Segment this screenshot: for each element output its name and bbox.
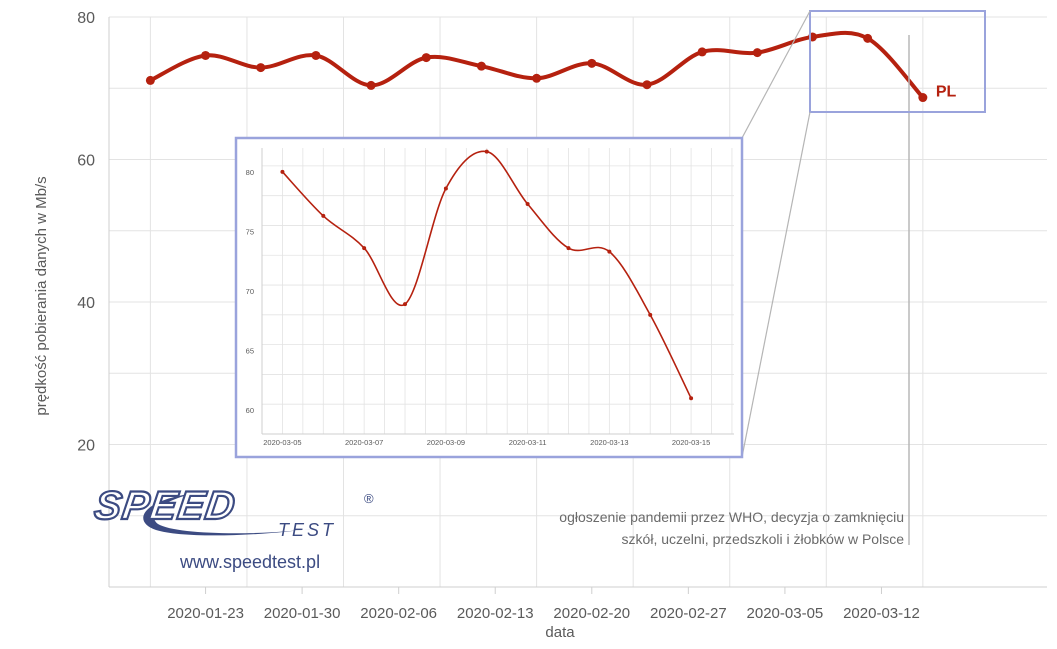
inset-data-point (403, 302, 408, 307)
data-point (697, 47, 707, 57)
inset-y-tick-label: 60 (246, 406, 254, 415)
zoom-region-frame (809, 10, 986, 113)
inset-x-tick-label: 2020-03-11 (509, 438, 547, 447)
inset-x-tick-label: 2020-03-13 (590, 438, 628, 447)
inset-y-tick-label: 75 (246, 227, 254, 236)
main-axes: 20 40 60 80 2020-01-23 2020-01-30 2020-02-06 20… (77, 10, 1047, 622)
inset-data-point (689, 396, 694, 401)
inset-y-tick-label: 80 (246, 168, 254, 177)
annotation-text-line2: szkół, uczelni, przedszkoli i żłobków w … (622, 531, 905, 547)
data-point (145, 75, 155, 85)
inset-grid (261, 148, 734, 435)
x-tick-label: 2020-01-23 (167, 605, 244, 622)
annotation-text-line1: ogłoszenie pandemii przez WHO, decyzja o… (559, 509, 904, 525)
x-tick-label: 2020-03-05 (747, 605, 824, 622)
x-tick-label: 2020-02-20 (553, 605, 630, 622)
data-point (201, 50, 211, 60)
logo-word-test: TEST (278, 520, 336, 540)
inset-x-tick-label: 2020-03-05 (263, 438, 301, 447)
series-label-pl: PL (936, 84, 957, 101)
inset-data-point (443, 186, 448, 191)
inset-data-point (566, 246, 571, 251)
x-tick-label: 2020-02-06 (360, 605, 437, 622)
y-tick-label: 20 (77, 438, 95, 455)
x-tick-label: 2020-01-30 (264, 605, 341, 622)
data-point (256, 63, 266, 73)
inset-data-point (362, 246, 367, 251)
y-axis-label: prędkość pobierania danych w Mb/s (33, 176, 50, 415)
data-point (863, 33, 873, 43)
main-series: PL (145, 30, 957, 103)
inset-x-tick-label: 2020-03-09 (427, 438, 465, 447)
data-point (421, 53, 431, 63)
data-point (532, 73, 542, 83)
inset-data-point (607, 249, 612, 254)
speedtest-logo: SPEED TEST ® www.speedtest.pl (91, 482, 374, 572)
x-axis-label: data (545, 624, 575, 641)
data-point (366, 80, 376, 90)
data-point (918, 93, 928, 103)
x-tick-label: 2020-02-13 (457, 605, 534, 622)
zoom-connector-top (741, 10, 811, 139)
y-tick-label: 40 (77, 295, 95, 312)
data-point (476, 61, 486, 71)
logo-swoosh (143, 493, 318, 536)
inset-chart: 60 65 70 75 80 2020-03-05 2020-03-07 2020-03-09… (234, 136, 744, 459)
zoom-connector-bottom (741, 111, 811, 458)
inset-x-tick-label: 2020-03-07 (345, 438, 383, 447)
y-tick-label: 80 (77, 10, 95, 27)
inset-data-point (321, 213, 326, 218)
inset-frame (234, 136, 744, 459)
inset-data-point (280, 169, 285, 174)
inset-y-tick-label: 70 (246, 287, 254, 296)
logo-word-speed: SPEED (92, 483, 239, 528)
data-point (587, 58, 597, 68)
inset-axes: 60 65 70 75 80 2020-03-05 2020-03-07 2020-03-09… (246, 148, 734, 447)
data-point (311, 50, 321, 60)
inset-data-point (484, 149, 489, 154)
inset-data-point (525, 202, 530, 207)
y-tick-label: 60 (77, 153, 95, 170)
inset-x-tick-label: 2020-03-15 (672, 438, 710, 447)
logo-url: www.speedtest.pl (179, 552, 320, 572)
x-tick-label: 2020-02-27 (650, 605, 727, 622)
logo-registered-mark: ® (364, 491, 374, 506)
inset-y-tick-label: 65 (246, 347, 254, 356)
x-tick-label: 2020-03-12 (843, 605, 920, 622)
data-point (752, 48, 762, 58)
data-point (642, 80, 652, 90)
inset-series (280, 149, 694, 401)
inset-data-point (648, 312, 653, 317)
